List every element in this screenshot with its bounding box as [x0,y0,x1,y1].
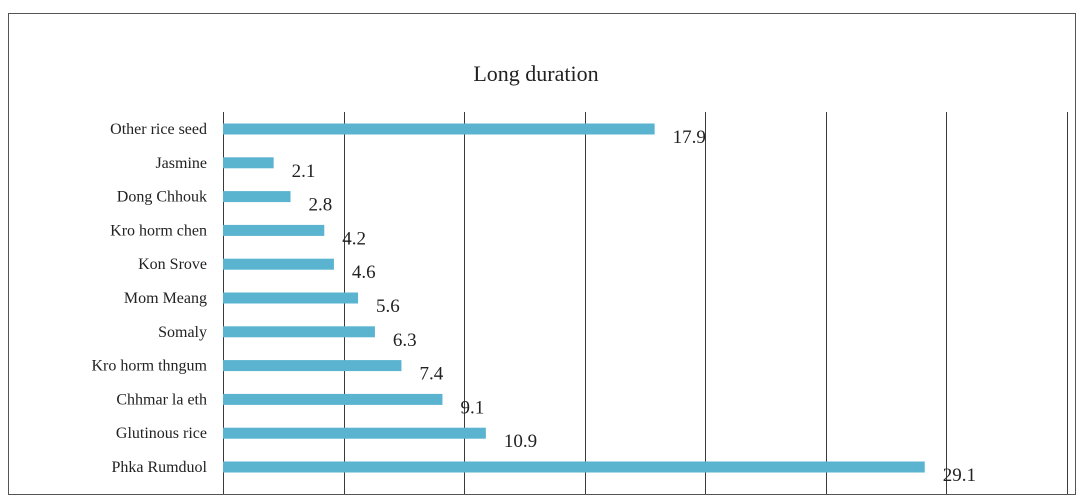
chart-title: Long duration [473,61,598,86]
bar [223,360,402,372]
value-label: 4.6 [352,262,376,283]
bar [223,157,274,169]
bar [223,393,443,405]
category-label: Somaly [158,324,207,341]
value-label: 6.3 [393,330,417,351]
value-label: 2.8 [309,195,333,216]
bar [223,427,486,439]
bar-chart: Long duration Other rice seed Jasmine Dong… [91,61,1068,494]
bars [223,123,925,473]
value-label: 17.9 [673,127,706,148]
bar [223,326,375,338]
value-label: 9.1 [460,397,484,418]
bar [223,258,334,270]
category-label: Mom Meang [124,290,207,307]
value-label: 10.9 [504,431,537,452]
category-label: Other rice seed [110,121,207,138]
category-label: Dong Chhouk [117,189,207,206]
bar [223,292,359,304]
bar [223,123,655,135]
value-label: 2.1 [292,161,316,182]
bar [223,191,291,203]
gridlines [223,112,1068,494]
bar [223,224,325,236]
category-label: Kro horm chen [110,222,207,239]
category-label: Kon Srove [138,256,207,273]
category-label: Jasmine [155,155,207,172]
value-labels: 17.9 2.1 2.8 4.2 4.65.6 6.37.4 9.1 10.9 29.1 [292,127,976,486]
value-label: 7.4 [419,364,443,385]
chart-frame: Long duration Other rice seed Jasmine Dong… [8,13,1076,495]
category-label: Glutinous rice [116,425,207,442]
value-label: 29.1 [943,465,976,486]
value-label: 5.6 [376,296,400,317]
category-label: Kro horm thngum [91,358,207,375]
bar [223,461,925,473]
value-label: 4.2 [342,228,366,249]
category-label: Phka Rumduol [111,459,207,476]
category-label: Chhmar la eth [116,391,207,408]
category-labels: Other rice seed Jasmine Dong Chhouk Kro hor… [91,121,207,476]
